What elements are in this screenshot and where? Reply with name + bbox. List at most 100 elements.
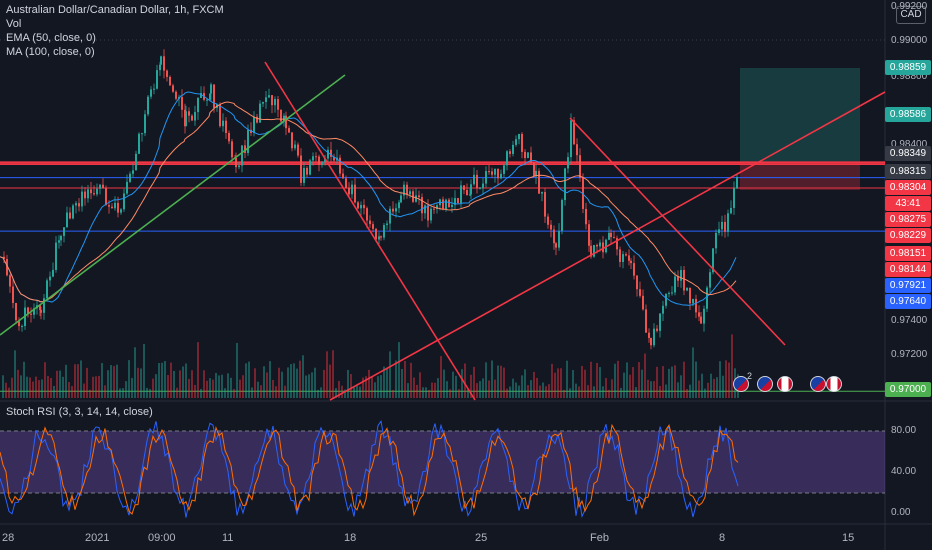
candle-body — [619, 249, 621, 263]
volume-bar — [332, 350, 334, 398]
candle-body — [369, 220, 371, 225]
volume-bar — [455, 375, 457, 398]
candle-body — [33, 308, 35, 315]
volume-bar — [206, 380, 208, 398]
volume-bar — [203, 370, 205, 398]
candle-body — [206, 99, 208, 101]
candle-body — [653, 328, 655, 346]
candle-body — [324, 158, 326, 163]
candle-body — [457, 198, 459, 204]
legend-ema[interactable]: EMA (50, close, 0) — [6, 32, 96, 44]
volume-bar — [251, 387, 253, 398]
candle-body — [181, 96, 183, 110]
candle-body — [454, 198, 456, 205]
volume-bar — [611, 379, 613, 398]
time-tick: 25 — [475, 532, 488, 544]
volume-bar — [668, 368, 670, 398]
volume-bar — [146, 387, 148, 398]
volume-bar — [269, 361, 271, 398]
candle-body — [360, 204, 362, 209]
au-flag-icon[interactable] — [810, 376, 826, 392]
candle-body — [297, 144, 299, 156]
ma-100-line — [0, 101, 737, 303]
volume-bar — [644, 353, 646, 398]
ca-flag-icon[interactable] — [826, 376, 842, 392]
candle-body — [689, 287, 691, 304]
candle-body — [576, 144, 578, 156]
volume-bar — [488, 380, 490, 398]
candle-body — [209, 93, 211, 100]
volume-bar — [419, 372, 421, 398]
candle-body — [648, 332, 650, 338]
volume-bar — [473, 366, 475, 398]
volume-bar — [701, 373, 703, 398]
candle-body — [547, 216, 549, 225]
candle-body — [544, 192, 546, 217]
stoch-d-line — [0, 423, 739, 517]
volume-bar — [374, 382, 376, 398]
candle-body — [585, 208, 587, 225]
candle-body — [163, 56, 165, 71]
candle-body — [692, 298, 694, 304]
trend-line — [0, 74, 346, 336]
volume-bar — [140, 368, 142, 398]
legend-vol[interactable]: Vol — [6, 18, 22, 30]
volume-bar — [356, 385, 358, 398]
candle-body — [593, 244, 595, 257]
candle-body — [160, 56, 162, 65]
candle-body — [470, 184, 472, 195]
volume-bar — [641, 369, 643, 398]
candle-body — [274, 99, 276, 106]
volume-bar — [308, 374, 310, 398]
legend-stoch-rsi[interactable]: Stoch RSI (3, 3, 14, 14, close) — [6, 406, 153, 418]
volume-bar — [632, 367, 634, 398]
volume-bar — [485, 362, 487, 398]
candle-body — [535, 170, 537, 177]
candle-body — [126, 181, 128, 194]
volume-bar — [359, 386, 361, 398]
candle-body — [90, 189, 92, 194]
ema-50-line — [0, 91, 737, 306]
candle-body — [698, 312, 700, 317]
volume-bar — [674, 365, 676, 398]
volume-bar — [716, 377, 718, 398]
ca-flag-icon[interactable] — [777, 376, 793, 392]
candle-body — [75, 203, 77, 206]
candle-body — [363, 204, 365, 209]
au-flag-icon[interactable] — [733, 376, 749, 392]
rsi-band — [0, 431, 885, 493]
volume-bar — [449, 389, 451, 398]
candle-body — [175, 91, 177, 99]
candle-body — [421, 197, 423, 214]
candle-body — [503, 165, 505, 174]
volume-bar — [326, 351, 328, 398]
candle-body — [117, 202, 119, 213]
volume-bar — [506, 388, 508, 398]
candle-body — [567, 157, 569, 169]
candle-body — [715, 232, 717, 249]
volume-bar — [230, 377, 232, 398]
candle-body — [656, 328, 658, 331]
price-label-current: 0.98304 — [885, 180, 931, 195]
symbol-title[interactable]: Australian Dollar/Canadian Dollar, 1h, F… — [6, 4, 224, 16]
candle-body — [527, 152, 529, 158]
price-tick: 0.99000 — [891, 35, 928, 46]
au-flag-icon[interactable] — [757, 376, 773, 392]
volume-bar — [530, 380, 532, 398]
candle-body — [185, 111, 187, 127]
trend-line — [329, 91, 886, 401]
currency-badge[interactable]: CAD — [896, 6, 926, 24]
candle-body — [166, 70, 168, 77]
candle-body — [733, 188, 735, 208]
volume-bar — [17, 369, 19, 398]
volume-bar — [281, 371, 283, 398]
volume-bar — [731, 334, 733, 398]
trend-line — [569, 117, 786, 346]
volume-bar — [635, 387, 637, 398]
candle-body — [69, 212, 71, 219]
legend-ma[interactable]: MA (100, close, 0) — [6, 46, 95, 58]
candle-body — [380, 236, 382, 238]
candle-body — [141, 133, 143, 135]
